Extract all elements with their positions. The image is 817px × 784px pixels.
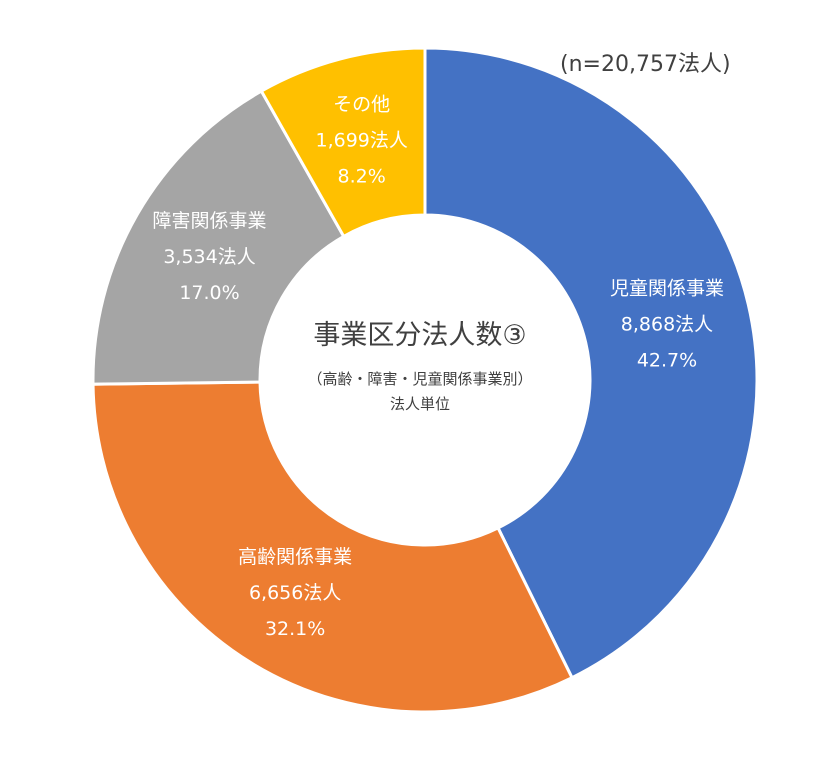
slice-label-count-2: 6,656法人 <box>249 582 341 604</box>
chart-subtitle-line: （高齢・障害・児童関係事業別） <box>307 370 533 389</box>
donut-slice-4 <box>259 46 427 239</box>
slice-label-count-1: 8,868法人 <box>621 314 713 336</box>
slice-label-name-3: 障害関係事業 <box>153 210 267 232</box>
chart-title: 事業区分法人数③ <box>313 320 527 351</box>
slice-label-percent-3: 17.0% <box>179 282 239 304</box>
slice-label-percent-1: 42.7% <box>637 350 697 372</box>
slice-label-name-1: 児童関係事業 <box>610 278 724 300</box>
slice-label-name-4: その他 <box>333 94 390 116</box>
slice-label-percent-2: 32.1% <box>265 618 325 640</box>
slice-label-count-4: 1,699法人 <box>315 130 407 152</box>
donut-slice-1 <box>423 46 759 680</box>
chart-subtitle: （高齢・障害・児童関係事業別） 法人単位 <box>265 367 575 417</box>
slice-label-name-2: 高齢関係事業 <box>238 546 352 568</box>
chart-unit-note: 法人単位 <box>389 394 450 413</box>
donut-slice-2 <box>91 380 575 714</box>
slice-label-count-3: 3,534法人 <box>163 246 255 268</box>
sample-size-label: (n=20,757法人) <box>560 52 731 77</box>
chart-center-text: 事業区分法人数③ （高齢・障害・児童関係事業別） 法人単位 <box>265 318 575 417</box>
donut-slice-3 <box>91 89 346 386</box>
slice-label-percent-4: 8.2% <box>338 166 386 188</box>
